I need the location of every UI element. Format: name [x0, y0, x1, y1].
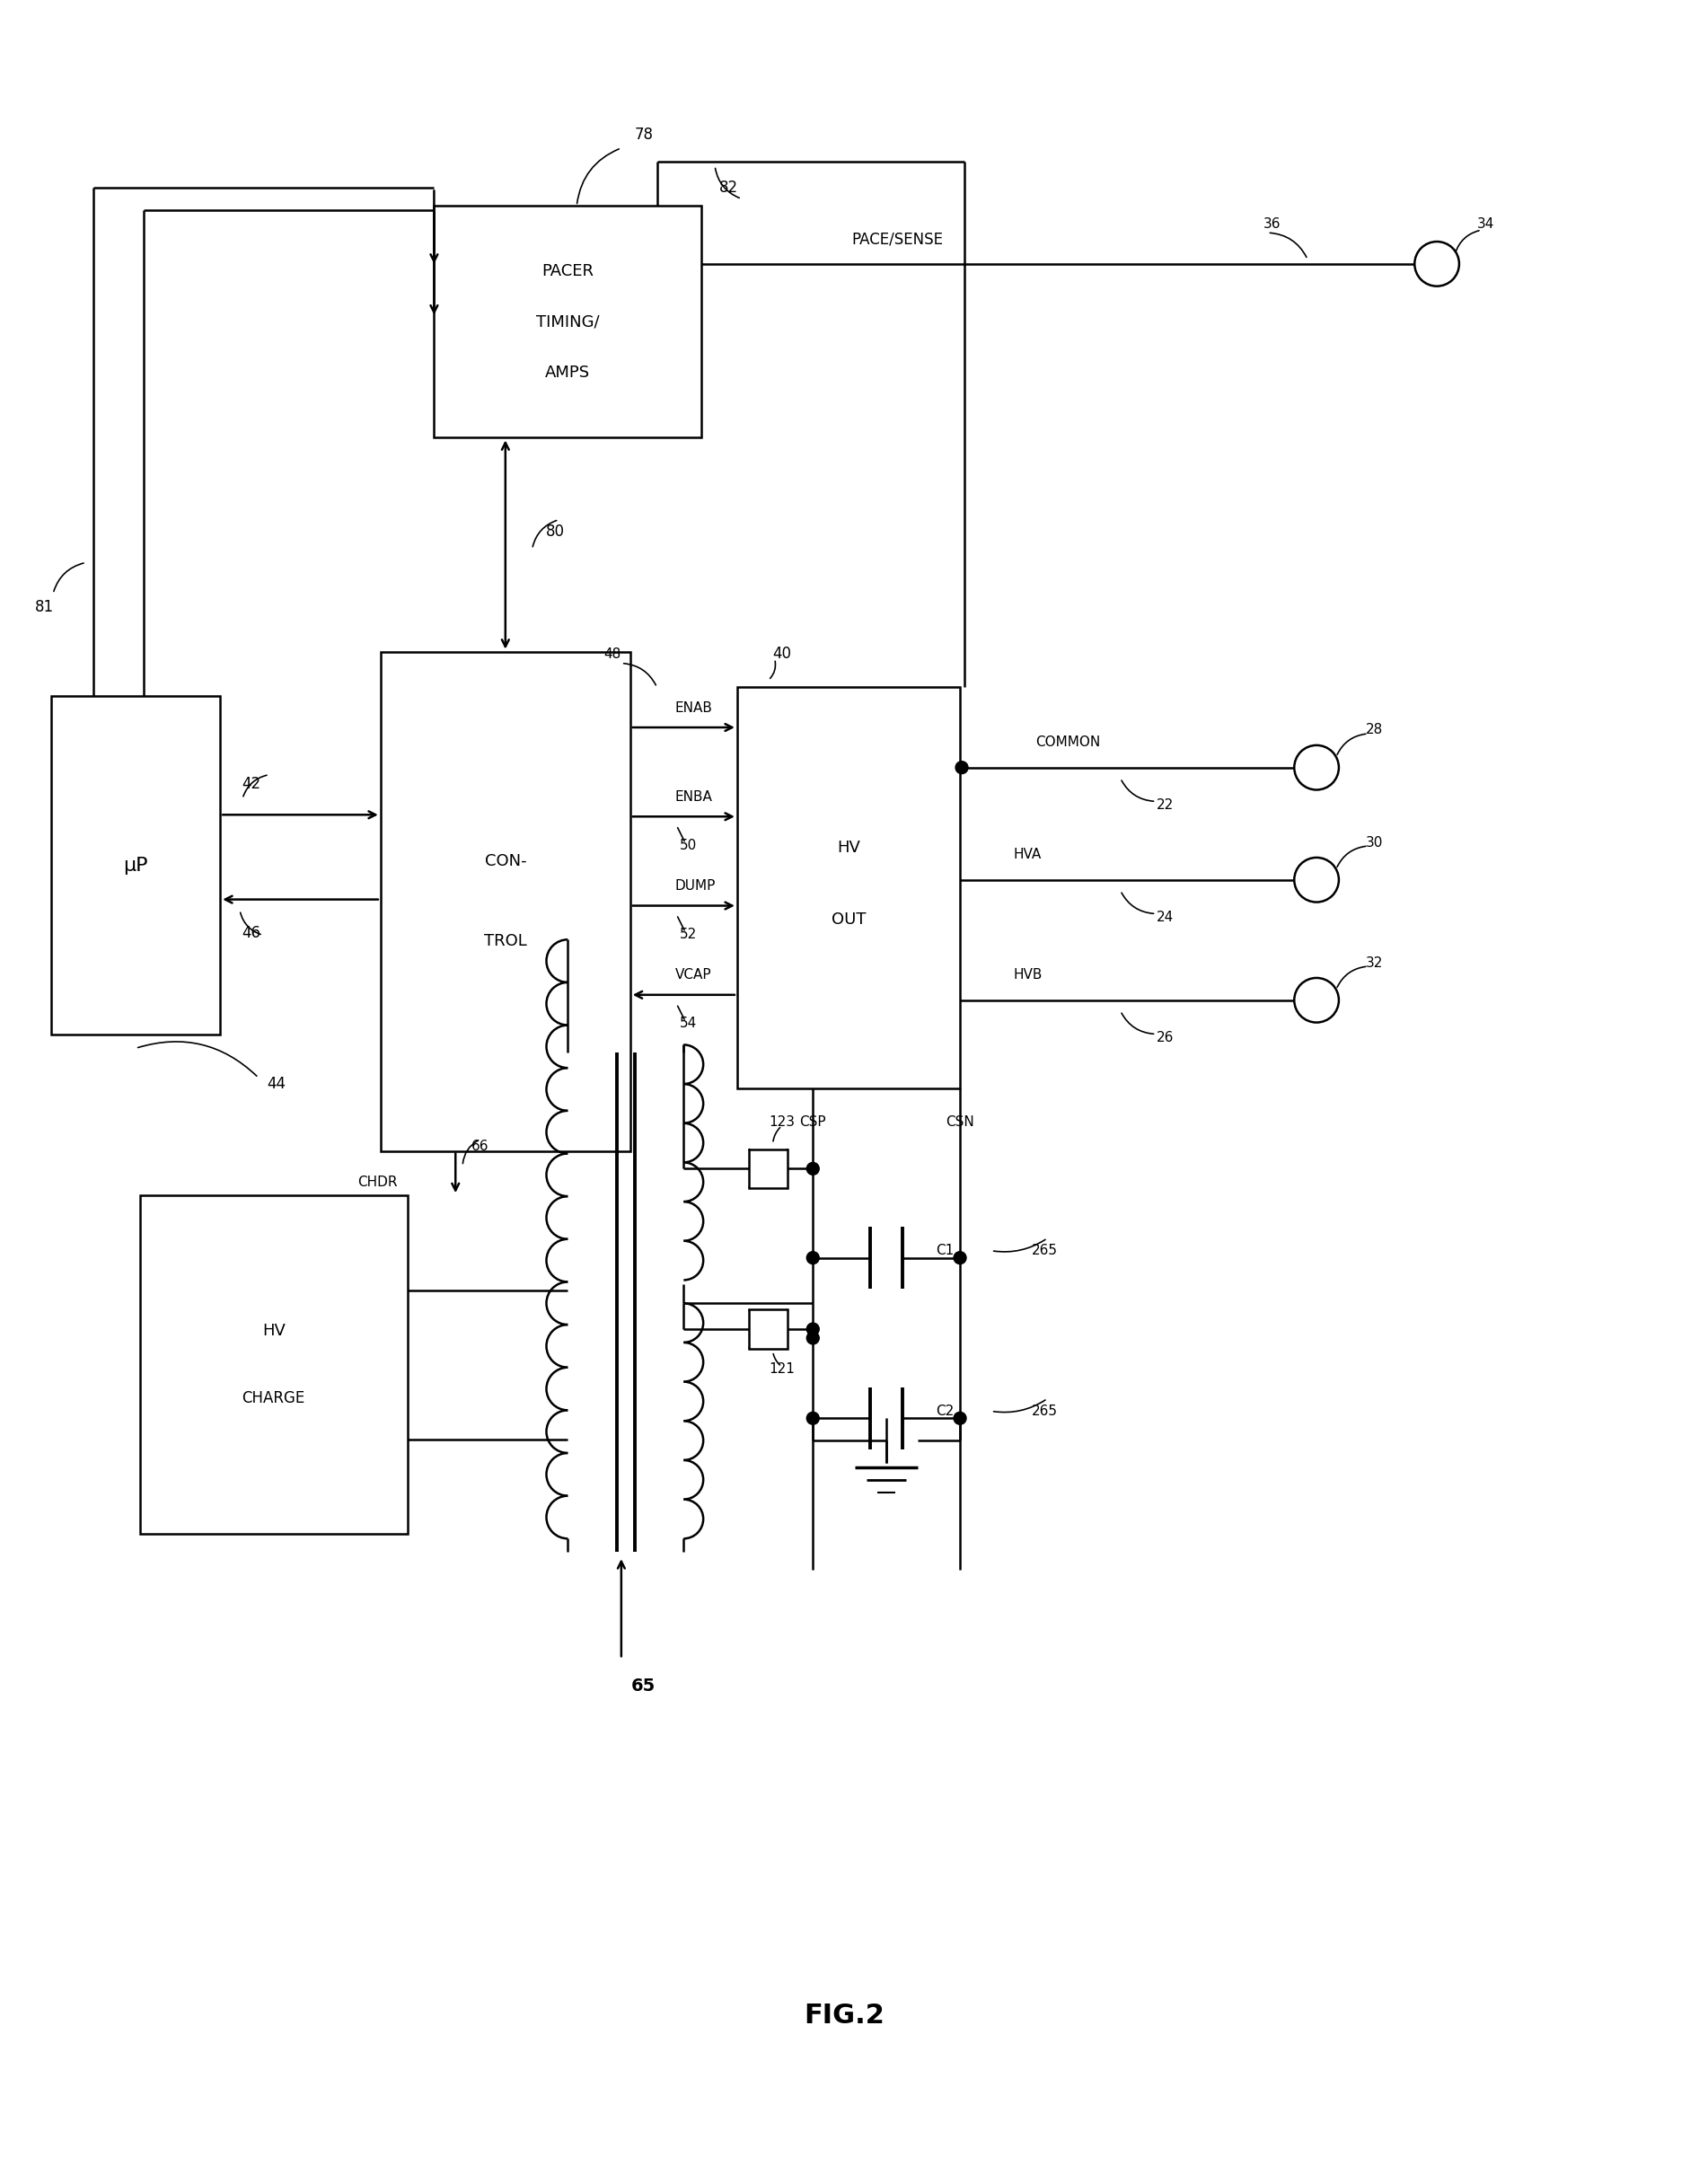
Text: 46: 46: [242, 926, 260, 941]
Circle shape: [806, 1251, 818, 1265]
Text: 80: 80: [546, 524, 564, 539]
Circle shape: [1293, 745, 1338, 791]
Text: CHARGE: CHARGE: [242, 1391, 304, 1406]
Text: PACER: PACER: [541, 262, 593, 280]
Text: VCAP: VCAP: [674, 968, 711, 983]
Text: 30: 30: [1366, 836, 1382, 850]
Text: 50: 50: [679, 839, 696, 852]
Text: 24: 24: [1156, 911, 1173, 924]
Bar: [51, 697, 220, 1035]
Text: PACE/SENSE: PACE/SENSE: [852, 232, 943, 247]
Circle shape: [953, 1413, 965, 1424]
Text: 26: 26: [1156, 1031, 1173, 1044]
Bar: [749, 1149, 788, 1188]
Text: CHDR: CHDR: [357, 1175, 397, 1188]
Circle shape: [806, 1162, 818, 1175]
Text: COMMON: COMMON: [1036, 736, 1100, 749]
Text: OUT: OUT: [831, 913, 865, 928]
Text: 66: 66: [472, 1140, 488, 1153]
Text: 34: 34: [1477, 216, 1494, 232]
Text: 32: 32: [1366, 957, 1382, 970]
Text: AMPS: AMPS: [544, 365, 590, 380]
Text: 42: 42: [242, 775, 260, 791]
Text: 81: 81: [34, 598, 54, 616]
Text: 265: 265: [1031, 1245, 1056, 1258]
Circle shape: [955, 762, 967, 773]
Text: 121: 121: [769, 1363, 794, 1376]
Text: 65: 65: [630, 1677, 656, 1695]
Text: CSP: CSP: [799, 1116, 826, 1129]
Bar: [737, 688, 960, 1088]
Text: 44: 44: [267, 1077, 286, 1092]
Text: C2: C2: [935, 1404, 953, 1417]
Text: 48: 48: [603, 649, 620, 662]
Circle shape: [806, 1324, 818, 1334]
Text: HV: HV: [837, 839, 860, 856]
Circle shape: [1293, 978, 1338, 1022]
Text: 28: 28: [1366, 723, 1382, 736]
Bar: [380, 651, 630, 1151]
Bar: [140, 1195, 407, 1533]
Text: ENBA: ENBA: [674, 791, 711, 804]
Text: 54: 54: [679, 1016, 696, 1031]
Text: ENAB: ENAB: [674, 701, 711, 714]
Text: HVB: HVB: [1012, 968, 1043, 983]
Circle shape: [806, 1413, 818, 1424]
Text: μP: μP: [123, 856, 147, 874]
Text: HV: HV: [262, 1324, 286, 1339]
Text: 36: 36: [1262, 216, 1279, 232]
Text: 40: 40: [772, 644, 791, 662]
Text: C1: C1: [935, 1245, 953, 1258]
Text: TIMING/: TIMING/: [536, 314, 600, 330]
Bar: [749, 1310, 788, 1350]
Text: CON-: CON-: [485, 854, 526, 869]
Text: HVA: HVA: [1012, 847, 1041, 863]
Text: 22: 22: [1156, 797, 1173, 812]
Text: FIG.2: FIG.2: [803, 2003, 884, 2029]
Bar: [434, 205, 701, 437]
Text: DUMP: DUMP: [674, 880, 715, 893]
Circle shape: [806, 1332, 818, 1345]
Text: TROL: TROL: [483, 933, 527, 950]
Text: CSN: CSN: [945, 1116, 973, 1129]
Text: 82: 82: [718, 179, 737, 197]
Circle shape: [1415, 242, 1458, 286]
Circle shape: [953, 1251, 965, 1265]
Text: 78: 78: [634, 127, 652, 142]
Text: 52: 52: [679, 928, 696, 941]
Circle shape: [1293, 858, 1338, 902]
Text: 123: 123: [769, 1116, 794, 1129]
Text: 265: 265: [1031, 1404, 1056, 1417]
